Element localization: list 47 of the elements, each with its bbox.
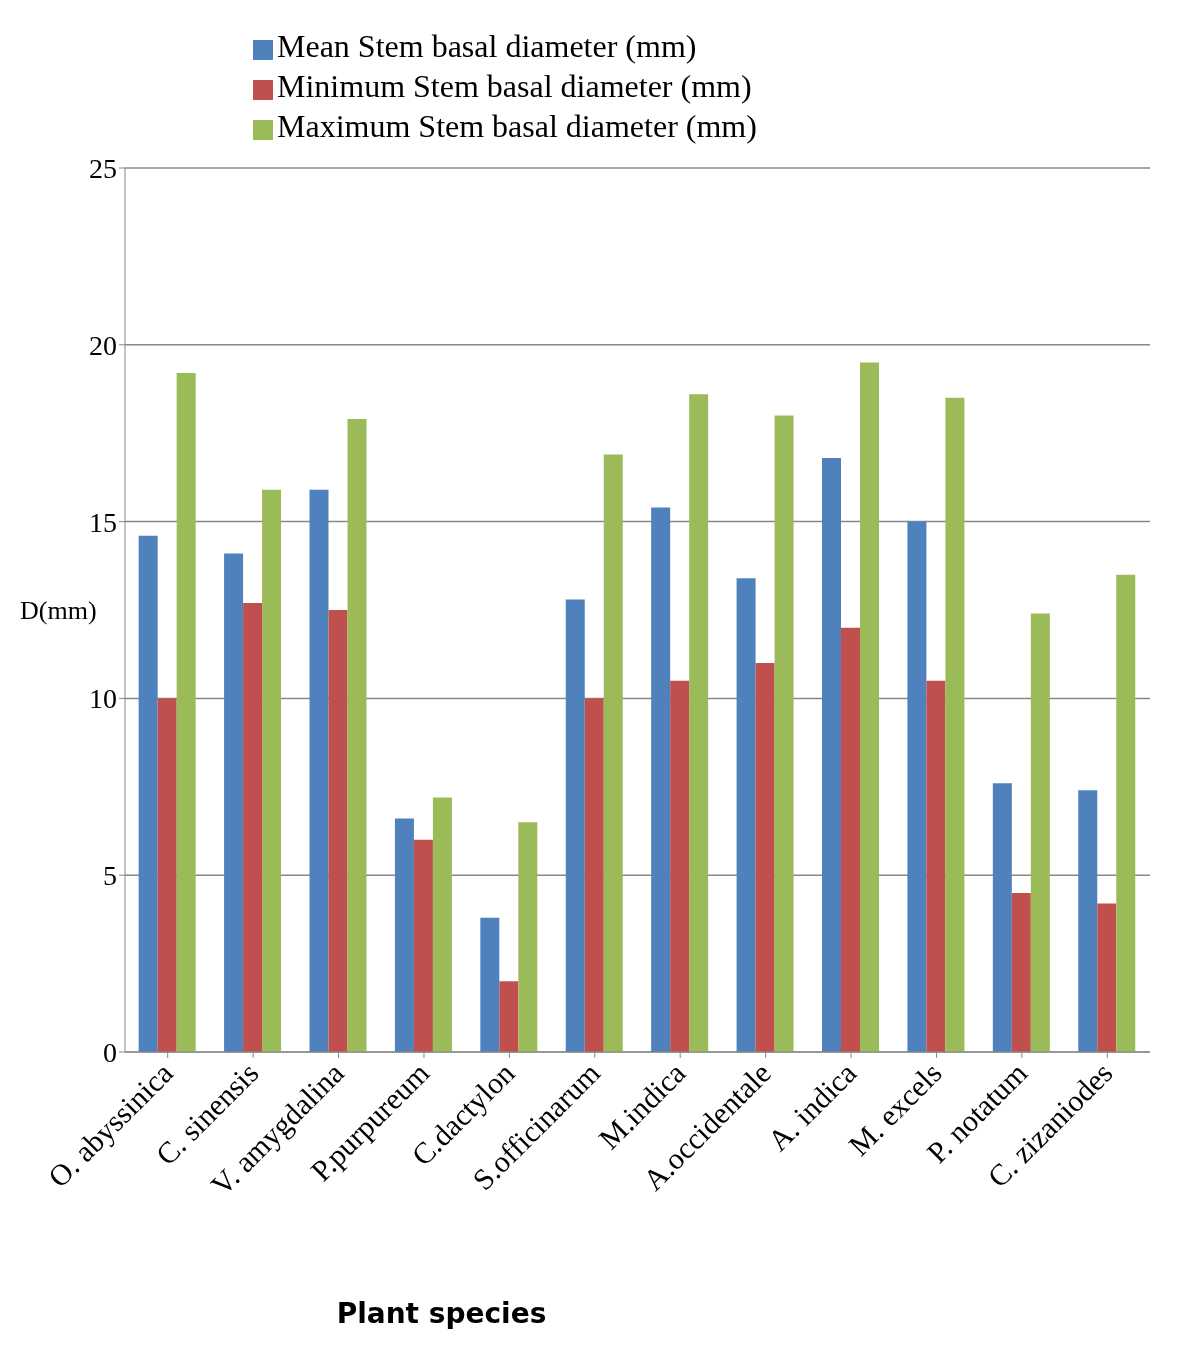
bar xyxy=(755,663,775,1052)
bar xyxy=(1011,892,1031,1052)
bar xyxy=(138,535,158,1052)
bar xyxy=(499,981,519,1052)
bar xyxy=(926,680,946,1052)
bar xyxy=(1030,613,1050,1052)
bar xyxy=(565,599,585,1052)
bar xyxy=(841,627,860,1052)
bar xyxy=(603,454,623,1052)
bar xyxy=(224,553,244,1052)
y-axis-title: D(mm) xyxy=(20,596,97,626)
bar xyxy=(394,818,414,1052)
y-tick-label: 15 xyxy=(89,506,117,538)
bar xyxy=(860,362,879,1052)
bar xyxy=(413,839,433,1052)
bar xyxy=(736,578,756,1052)
bar xyxy=(432,797,452,1052)
bar xyxy=(1116,574,1136,1052)
bar xyxy=(689,394,709,1052)
bar xyxy=(774,415,794,1052)
bar xyxy=(347,419,367,1052)
y-tick-label: 5 xyxy=(103,860,117,892)
bar xyxy=(822,457,841,1052)
bar xyxy=(945,397,965,1052)
bar xyxy=(584,698,604,1052)
bar xyxy=(1097,903,1117,1052)
bar xyxy=(518,822,538,1052)
y-tick-label: 0 xyxy=(103,1036,117,1068)
y-tick-label: 10 xyxy=(89,683,117,715)
legend-label: Minimum Stem basal diameter (mm) xyxy=(277,68,752,104)
bar xyxy=(1078,790,1098,1052)
bar xyxy=(328,610,348,1052)
legend-label: Maximum Stem basal diameter (mm) xyxy=(277,108,757,144)
bar xyxy=(176,373,196,1052)
bar xyxy=(157,698,177,1052)
y-tick-label: 20 xyxy=(89,329,117,361)
legend-label: Mean Stem basal diameter (mm) xyxy=(277,28,697,64)
bar xyxy=(480,917,500,1052)
y-tick-label: 25 xyxy=(89,152,117,184)
bar xyxy=(309,489,329,1052)
bar xyxy=(651,507,671,1052)
bar xyxy=(262,489,282,1052)
bar xyxy=(670,680,690,1052)
bar xyxy=(907,521,927,1052)
bar xyxy=(243,602,263,1052)
bar xyxy=(992,783,1012,1052)
x-axis-title: Plant species xyxy=(336,1297,547,1330)
